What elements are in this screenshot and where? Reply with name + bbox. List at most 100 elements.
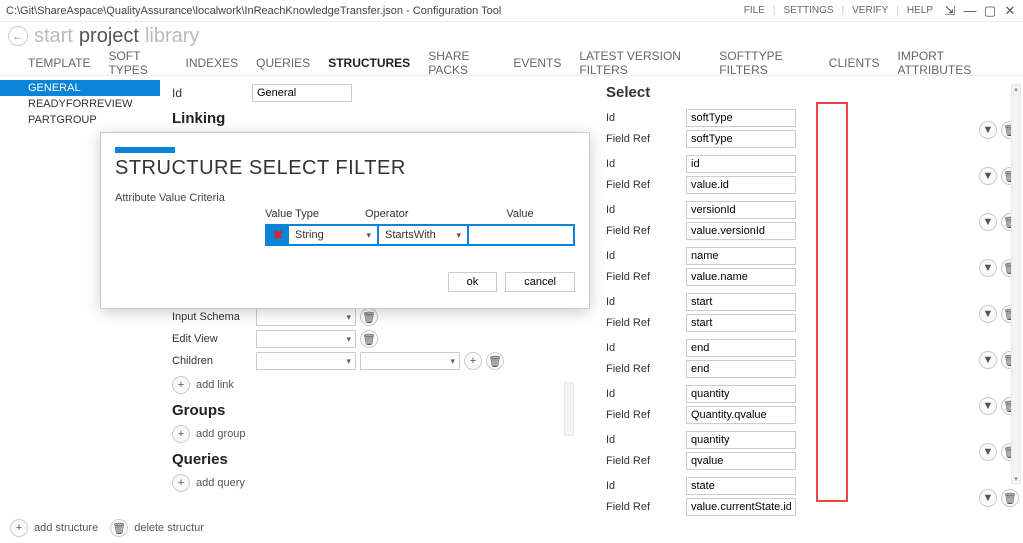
- fieldref-input[interactable]: [686, 130, 796, 148]
- id-label: Id: [606, 158, 686, 170]
- tab-queries[interactable]: QUERIES: [256, 56, 310, 70]
- filter-icon[interactable]: ▼: [979, 213, 997, 231]
- filter-icon[interactable]: ▼: [979, 397, 997, 415]
- id-input[interactable]: [686, 109, 796, 127]
- cancel-button[interactable]: cancel: [505, 272, 575, 292]
- input-schema-label: Input Schema: [172, 311, 252, 323]
- fieldref-input[interactable]: [686, 406, 796, 424]
- fieldref-label: Field Ref: [606, 271, 686, 283]
- plus-icon: +: [10, 519, 28, 537]
- add-icon[interactable]: +: [464, 352, 482, 370]
- children-select-1[interactable]: [256, 352, 356, 370]
- id-label: Id: [606, 342, 686, 354]
- close-icon[interactable]: ✕: [1003, 4, 1017, 18]
- menu-file[interactable]: FILE: [744, 5, 765, 16]
- select-row: IdField Ref▼🗑: [606, 477, 1019, 519]
- fieldref-input[interactable]: [686, 314, 796, 332]
- back-button[interactable]: ←: [8, 26, 28, 46]
- add-group-button[interactable]: + add group: [172, 425, 586, 443]
- tab-sharepacks[interactable]: SHARE PACKS: [428, 49, 495, 77]
- edit-view-select[interactable]: [256, 330, 356, 348]
- tab-stfilters[interactable]: SOFTTYPE FILTERS: [719, 49, 811, 77]
- delete-icon[interactable]: 🗑: [1001, 489, 1019, 507]
- maximize-icon[interactable]: ▢: [983, 4, 997, 18]
- tab-importattrs[interactable]: IMPORT ATTRIBUTES: [897, 49, 995, 77]
- fieldref-input[interactable]: [686, 360, 796, 378]
- operator-select[interactable]: StartsWith▾: [379, 226, 469, 244]
- filter-icon[interactable]: ▼: [979, 489, 997, 507]
- filter-icon[interactable]: ▼: [979, 443, 997, 461]
- id-input[interactable]: [252, 84, 352, 102]
- id-input[interactable]: [686, 339, 796, 357]
- add-link-button[interactable]: + add link: [172, 376, 586, 394]
- menu-settings[interactable]: SETTINGS: [784, 5, 834, 16]
- tab-lvfilters[interactable]: LATEST VERSION FILTERS: [579, 49, 701, 77]
- scrollbar[interactable]: [1011, 84, 1021, 484]
- plus-icon: +: [172, 425, 190, 443]
- menu-verify[interactable]: VERIFY: [852, 5, 888, 16]
- tab-events[interactable]: EVENTS: [513, 56, 561, 70]
- tab-clients[interactable]: CLIENTS: [829, 56, 880, 70]
- filter-icon[interactable]: ▼: [979, 305, 997, 323]
- sidebar-item-partgroup[interactable]: PARTGROUP: [0, 112, 160, 128]
- id-input[interactable]: [686, 201, 796, 219]
- scrollbar[interactable]: [564, 382, 574, 436]
- window-controls: ⇲ — ▢ ✕: [943, 4, 1017, 18]
- value-type-select[interactable]: String▾: [289, 226, 379, 244]
- criteria-label: Attribute Value Criteria: [115, 192, 225, 204]
- breadcrumb: ← start project library: [0, 22, 1023, 50]
- id-input[interactable]: [686, 247, 796, 265]
- fieldref-label: Field Ref: [606, 363, 686, 375]
- fieldref-input[interactable]: [686, 498, 796, 516]
- fieldref-input[interactable]: [686, 222, 796, 240]
- delete-icon[interactable]: 🗑: [360, 308, 378, 326]
- children-select-2[interactable]: [360, 352, 460, 370]
- sidebar-item-general[interactable]: GENERAL: [0, 80, 160, 96]
- id-label: Id: [606, 434, 686, 446]
- id-input[interactable]: [686, 385, 796, 403]
- tab-structures[interactable]: STRUCTURES: [328, 56, 410, 70]
- ok-button[interactable]: ok: [448, 272, 498, 292]
- id-input[interactable]: [686, 431, 796, 449]
- crumb-start[interactable]: start: [34, 25, 73, 48]
- tab-template[interactable]: TEMPLATE: [28, 56, 90, 70]
- fieldref-label: Field Ref: [606, 501, 686, 513]
- menu-help[interactable]: HELP: [907, 5, 933, 16]
- tab-indexes[interactable]: INDEXES: [185, 56, 238, 70]
- filter-icon[interactable]: ▼: [979, 351, 997, 369]
- select-header: Select: [606, 84, 1019, 101]
- window-title: C:\Git\ShareAspace\QualityAssurance\loca…: [6, 5, 744, 17]
- sidebar-item-readyforreview[interactable]: READYFORREVIEW: [0, 96, 160, 112]
- delete-structure-button[interactable]: 🗑 delete structur: [110, 519, 204, 537]
- id-label: Id: [606, 388, 686, 400]
- input-schema-select[interactable]: [256, 308, 356, 326]
- fieldref-input[interactable]: [686, 452, 796, 470]
- crumb-project[interactable]: project: [79, 25, 139, 48]
- select-row: IdField Ref▼🗑: [606, 109, 1019, 151]
- fieldref-label: Field Ref: [606, 409, 686, 421]
- filter-icon[interactable]: ▼: [979, 167, 997, 185]
- add-query-button[interactable]: + add query: [172, 474, 586, 492]
- minimize-icon[interactable]: —: [963, 4, 977, 18]
- children-label: Children: [172, 355, 252, 367]
- fieldref-input[interactable]: [686, 268, 796, 286]
- delete-icon[interactable]: 🗑: [486, 352, 504, 370]
- id-input[interactable]: [686, 155, 796, 173]
- fieldref-label: Field Ref: [606, 179, 686, 191]
- fieldref-input[interactable]: [686, 176, 796, 194]
- add-structure-button[interactable]: + add structure: [10, 519, 98, 537]
- crumb-library[interactable]: library: [145, 25, 199, 48]
- value-input[interactable]: [469, 226, 573, 244]
- id-input[interactable]: [686, 477, 796, 495]
- filter-icon[interactable]: ▼: [979, 259, 997, 277]
- id-label: Id: [606, 250, 686, 262]
- id-input[interactable]: [686, 293, 796, 311]
- remove-criteria-button[interactable]: ✖: [267, 226, 289, 244]
- delete-icon[interactable]: 🗑: [360, 330, 378, 348]
- tab-softtypes[interactable]: SOFT TYPES: [108, 49, 167, 77]
- modal-title: STRUCTURE SELECT FILTER: [101, 157, 589, 190]
- select-row: IdField Ref▼🗑: [606, 155, 1019, 197]
- fieldref-label: Field Ref: [606, 317, 686, 329]
- pin-icon[interactable]: ⇲: [943, 4, 957, 18]
- filter-icon[interactable]: ▼: [979, 121, 997, 139]
